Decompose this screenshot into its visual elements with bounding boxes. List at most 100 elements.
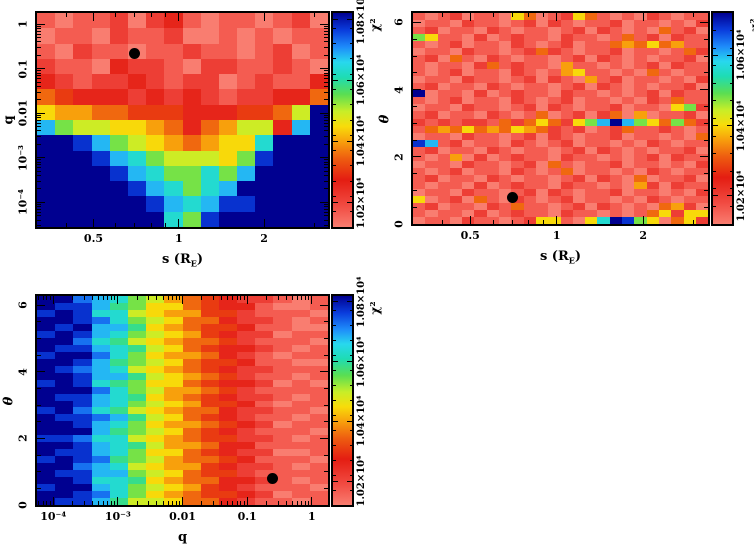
tick-mark bbox=[37, 117, 41, 119]
heatmap-cell bbox=[200, 351, 219, 360]
heatmap-cell bbox=[109, 386, 128, 395]
heatmap-cell bbox=[164, 337, 183, 346]
heatmap-cell bbox=[37, 323, 56, 332]
heatmap-cell bbox=[127, 344, 147, 353]
tick-mark bbox=[729, 170, 732, 172]
tick-mark bbox=[320, 504, 328, 505]
heatmap-cell bbox=[55, 309, 74, 318]
heatmap-cell bbox=[486, 195, 500, 204]
heatmap-cell bbox=[309, 393, 328, 402]
heatmap-cell bbox=[237, 463, 256, 471]
heatmap-cell bbox=[683, 167, 696, 176]
heatmap-cell bbox=[585, 125, 598, 134]
heatmap-cell bbox=[535, 76, 549, 85]
y-tick-label: 2 bbox=[392, 152, 406, 161]
tick-mark bbox=[347, 79, 352, 81]
heatmap-row bbox=[413, 132, 708, 141]
heatmap-cell bbox=[200, 484, 219, 492]
heatmap-cell bbox=[695, 209, 708, 218]
heatmap-cell bbox=[548, 125, 561, 134]
heatmap-cell bbox=[585, 174, 598, 183]
heatmap-cell bbox=[55, 302, 74, 311]
heatmap-cell bbox=[609, 13, 623, 21]
heatmap-cell bbox=[462, 97, 475, 106]
tick-mark bbox=[285, 296, 287, 300]
heatmap-cell bbox=[683, 76, 696, 85]
tick-mark bbox=[37, 201, 45, 203]
tick-mark bbox=[38, 296, 40, 300]
heatmap-cell bbox=[91, 491, 110, 499]
heatmap-cell bbox=[511, 55, 524, 63]
colorbar bbox=[711, 11, 734, 226]
tick-mark bbox=[37, 188, 41, 190]
tick-mark bbox=[704, 139, 708, 141]
heatmap-cell bbox=[37, 435, 56, 443]
tick-mark bbox=[713, 195, 718, 197]
heatmap-cell bbox=[109, 442, 128, 450]
x-axis-title-subscript: E bbox=[190, 258, 197, 269]
heatmap-cell bbox=[658, 195, 672, 204]
heatmap-cell bbox=[535, 97, 549, 106]
heatmap-cell bbox=[91, 358, 110, 367]
heatmap-cell bbox=[658, 153, 672, 162]
heatmap-cell bbox=[437, 160, 450, 169]
best-fit-marker bbox=[129, 47, 141, 59]
heatmap-cell bbox=[200, 379, 219, 388]
heatmap-cell bbox=[164, 104, 183, 121]
heatmap-cell bbox=[683, 13, 696, 21]
heatmap-cell bbox=[164, 358, 183, 367]
heatmap-cell bbox=[55, 386, 74, 395]
heatmap-cell bbox=[646, 209, 659, 218]
tick-mark bbox=[413, 105, 417, 107]
heatmap-cell bbox=[585, 69, 598, 77]
heatmap-cell bbox=[182, 337, 201, 346]
heatmap-cell bbox=[634, 13, 647, 21]
colorbar-tick-label: 1.04×10⁴ bbox=[356, 115, 367, 167]
heatmap-cell bbox=[499, 125, 512, 134]
heatmap-cell bbox=[255, 435, 274, 443]
tick-mark bbox=[37, 119, 41, 121]
heatmap-cell bbox=[200, 393, 219, 402]
heatmap-cell bbox=[73, 120, 92, 136]
tick-mark bbox=[150, 223, 152, 227]
heatmap-cell bbox=[486, 34, 500, 42]
heatmap-cell bbox=[37, 309, 56, 318]
heatmap-cell bbox=[499, 55, 512, 63]
heatmap-cell bbox=[585, 209, 598, 218]
heatmap-cell bbox=[449, 55, 463, 63]
heatmap-cell bbox=[523, 153, 536, 162]
heatmap-cell bbox=[218, 365, 238, 374]
tick-mark bbox=[693, 220, 695, 224]
heatmap-cell bbox=[146, 181, 165, 198]
tick-mark bbox=[413, 21, 421, 23]
heatmap-cell bbox=[37, 414, 56, 423]
heatmap-cell bbox=[622, 153, 635, 162]
heatmap-cell bbox=[523, 27, 536, 35]
tick-mark bbox=[311, 497, 313, 505]
heatmap-cell bbox=[182, 165, 201, 182]
tick-mark bbox=[333, 202, 338, 204]
tick-mark bbox=[704, 122, 708, 124]
heatmap-row bbox=[413, 27, 708, 35]
heatmap-cell bbox=[237, 365, 256, 374]
heatmap-cell bbox=[73, 435, 92, 443]
heatmap-cell bbox=[109, 351, 128, 360]
heatmap-cell bbox=[646, 97, 659, 106]
heatmap-cell bbox=[55, 456, 74, 464]
heatmap-cell bbox=[560, 76, 573, 85]
heatmap-cell bbox=[91, 442, 110, 450]
heatmap-cell bbox=[671, 13, 684, 21]
heatmap-cell bbox=[597, 41, 610, 49]
heatmap-cell bbox=[255, 344, 274, 353]
tick-mark bbox=[349, 355, 352, 357]
tick-mark bbox=[528, 13, 530, 17]
heatmap-cell bbox=[218, 309, 238, 318]
tick-mark bbox=[333, 119, 336, 121]
heatmap-cell bbox=[91, 386, 110, 395]
heatmap-cell bbox=[309, 435, 328, 443]
heatmap-cell bbox=[127, 28, 147, 45]
heatmap-cell bbox=[182, 74, 201, 91]
heatmap-cell bbox=[127, 358, 147, 367]
heatmap-cell bbox=[109, 309, 128, 318]
heatmap-cell bbox=[695, 13, 708, 21]
